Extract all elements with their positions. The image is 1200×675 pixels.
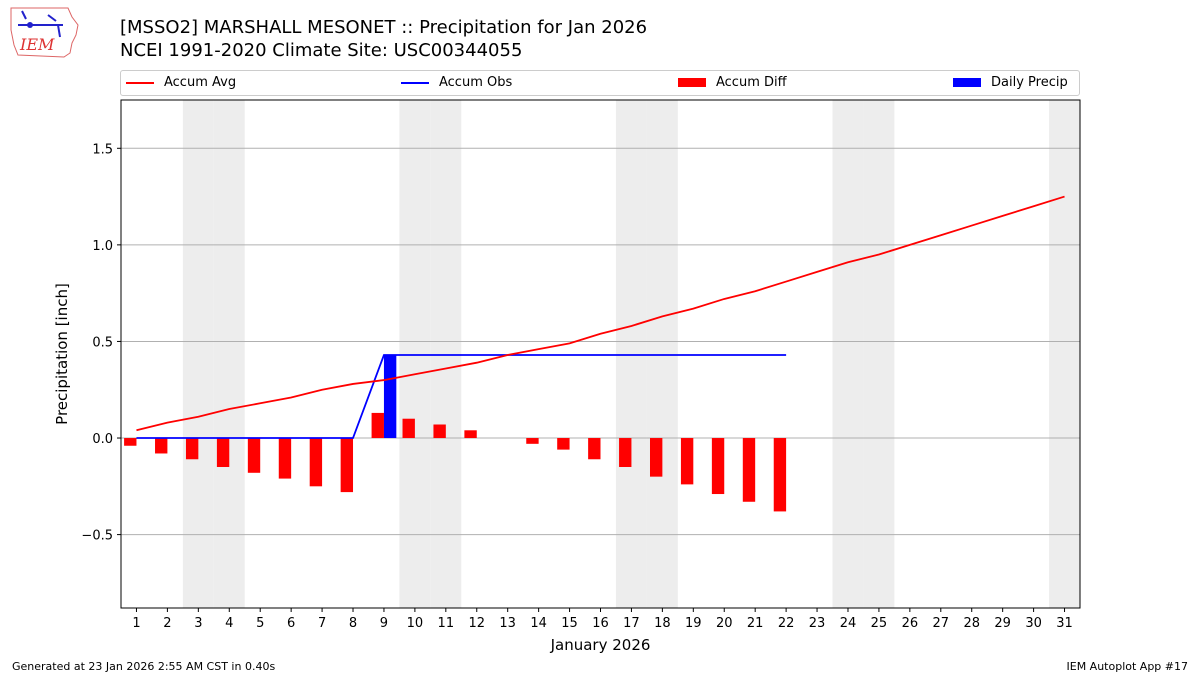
logo-text: IEM (19, 35, 55, 54)
x-tick-label: 31 (1056, 616, 1073, 631)
x-tick-label: 4 (225, 616, 233, 631)
weekend-shade (832, 100, 864, 608)
x-tick-label: 22 (778, 616, 795, 631)
legend-label: Accum Avg (164, 75, 237, 90)
x-tick-label: 30 (1025, 616, 1042, 631)
y-tick-label: 1.5 (92, 142, 113, 157)
legend-swatch-accum-obs (401, 81, 429, 84)
x-tick-label: 27 (933, 616, 950, 631)
accum-diff-bar (433, 424, 446, 439)
chart-subtitle: NCEI 1991-2020 Climate Site: USC00344055 (120, 40, 523, 61)
accum-diff-bar (711, 438, 725, 495)
legend-label: Accum Obs (439, 75, 513, 90)
accum-diff-bar (124, 438, 137, 446)
accum-diff-bar (773, 438, 787, 512)
accum-diff-bar (216, 438, 230, 467)
accum-diff-bar (619, 438, 632, 467)
accum-diff-bar (247, 438, 261, 473)
accum-diff-bar (371, 412, 384, 439)
accum-diff-bar (278, 438, 292, 479)
x-tick-label: 17 (623, 616, 640, 631)
accum-diff-bar (155, 438, 168, 454)
y-tick-label: 1.0 (92, 239, 113, 254)
weekend-shade (182, 100, 214, 608)
x-tick-label: 20 (716, 616, 733, 631)
legend-swatch-accum-diff (678, 78, 706, 87)
accum-diff-bar (340, 438, 354, 493)
accum-diff-bar (526, 438, 539, 444)
x-tick-label: 19 (685, 616, 702, 631)
accum-diff-bar (309, 438, 323, 487)
x-tick-label: 15 (561, 616, 578, 631)
x-tick-label: 24 (840, 616, 857, 631)
accum-obs-line (136, 354, 787, 439)
x-tick-label: 26 (902, 616, 919, 631)
iem-logo: IEM (10, 7, 79, 58)
weekend-shade (615, 100, 647, 608)
x-axis-label: January 2026 (550, 636, 651, 654)
plot-frame (120, 99, 1081, 609)
weekend-shade (430, 100, 462, 608)
footer-app: IEM Autoplot App #17 (1066, 660, 1189, 673)
accum-diff-bar (649, 438, 663, 477)
legend-accum-obs: Accum Obs (401, 75, 512, 90)
x-tick-label: 5 (256, 616, 264, 631)
x-tick-label: 11 (438, 616, 455, 631)
x-tick-label: 25 (871, 616, 888, 631)
weekend-shade (863, 100, 895, 608)
x-tick-label: 13 (499, 616, 516, 631)
y-tick-label: −0.5 (81, 529, 113, 544)
legend-label: Accum Diff (716, 75, 787, 90)
x-tick-label: 29 (994, 616, 1011, 631)
x-tick-label: 3 (194, 616, 202, 631)
x-tick-label: 1 (132, 616, 140, 631)
accum-diff-bar (185, 438, 199, 460)
weekend-shade (646, 100, 678, 608)
x-tick-label: 23 (809, 616, 826, 631)
x-tick-label: 14 (530, 616, 547, 631)
accum-diff-bar (557, 438, 570, 450)
y-tick-label: 0.0 (92, 432, 113, 447)
daily-precip-bar (383, 354, 397, 439)
x-tick-label: 18 (654, 616, 671, 631)
x-tick-label: 16 (592, 616, 609, 631)
accum-diff-bar (588, 438, 601, 460)
x-tick-label: 12 (468, 616, 485, 631)
x-tick-label: 21 (747, 616, 764, 631)
legend-swatch-daily-precip (953, 78, 981, 87)
legend-label: Daily Precip (991, 75, 1068, 90)
chart-title: [MSSO2] MARSHALL MESONET :: Precipitatio… (120, 17, 648, 38)
x-tick-label: 6 (287, 616, 295, 631)
x-tick-label: 2 (163, 616, 171, 631)
x-tick-label: 28 (963, 616, 980, 631)
x-tick-label: 7 (318, 616, 326, 631)
weekend-shade (1049, 100, 1080, 608)
legend-accum-avg: Accum Avg (126, 75, 236, 90)
accum-diff-bar (680, 438, 694, 485)
accum-avg-line (136, 195, 1065, 432)
accum-diff-bar (742, 438, 756, 502)
x-tick-label: 10 (407, 616, 424, 631)
y-axis-label: Precipitation [inch] (53, 283, 71, 425)
y-tick-label: 0.5 (92, 335, 113, 350)
x-tick-label: 8 (349, 616, 357, 631)
weekend-shade (213, 100, 245, 608)
legend: Accum Avg Accum Obs Accum Diff Daily Pre… (120, 70, 1080, 96)
legend-accum-diff: Accum Diff (678, 75, 787, 90)
accum-diff-bar (402, 418, 415, 439)
accum-diff-bar (464, 430, 477, 439)
weekend-shade (399, 100, 431, 608)
legend-daily-precip: Daily Precip (953, 75, 1068, 90)
x-tick-label: 9 (380, 616, 388, 631)
footer-generated: Generated at 23 Jan 2026 2:55 AM CST in … (12, 660, 276, 673)
legend-swatch-accum-avg (126, 81, 154, 84)
